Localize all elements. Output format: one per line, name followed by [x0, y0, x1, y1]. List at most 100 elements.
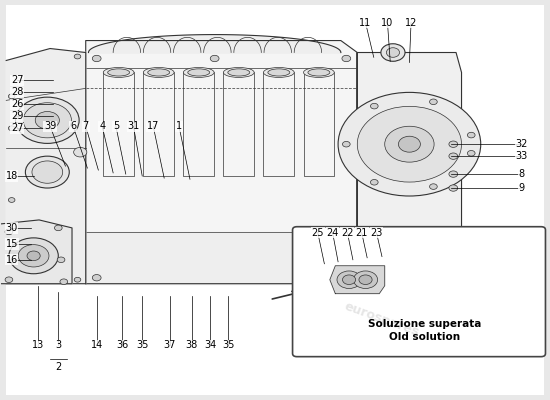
Polygon shape [358, 52, 461, 276]
Circle shape [27, 251, 40, 260]
Circle shape [343, 275, 356, 284]
Circle shape [54, 225, 62, 231]
Text: 36: 36 [117, 340, 129, 350]
Text: 37: 37 [163, 340, 176, 350]
Text: 15: 15 [6, 239, 18, 249]
Text: 5: 5 [113, 121, 119, 131]
Circle shape [449, 171, 458, 177]
Circle shape [8, 198, 15, 202]
Text: 26: 26 [11, 99, 23, 109]
Text: 6: 6 [70, 121, 76, 131]
Circle shape [430, 184, 437, 189]
Text: 21: 21 [355, 228, 368, 238]
Circle shape [18, 245, 49, 267]
Polygon shape [86, 40, 358, 284]
Text: eurospares: eurospares [328, 204, 441, 260]
Text: Old solution: Old solution [389, 332, 460, 342]
Ellipse shape [308, 69, 330, 76]
Circle shape [15, 97, 79, 143]
Text: 35: 35 [222, 340, 234, 350]
Circle shape [468, 132, 475, 138]
Ellipse shape [268, 69, 290, 76]
Circle shape [35, 112, 59, 129]
Circle shape [354, 271, 378, 288]
Circle shape [5, 277, 13, 282]
Text: 39: 39 [44, 121, 56, 131]
Circle shape [60, 279, 68, 284]
Circle shape [9, 238, 58, 274]
Ellipse shape [103, 68, 134, 78]
Text: 25: 25 [311, 228, 324, 238]
Text: eurospares: eurospares [343, 300, 421, 339]
Text: 34: 34 [204, 340, 216, 350]
Ellipse shape [228, 69, 250, 76]
Text: 4: 4 [99, 121, 105, 131]
Text: 2: 2 [55, 362, 62, 372]
Text: 10: 10 [381, 18, 394, 28]
Circle shape [381, 44, 405, 61]
Circle shape [32, 161, 63, 183]
Circle shape [342, 274, 351, 281]
Ellipse shape [108, 69, 130, 76]
Circle shape [430, 99, 437, 104]
Circle shape [386, 48, 399, 57]
Circle shape [8, 126, 15, 131]
Circle shape [337, 271, 361, 288]
Text: 22: 22 [341, 228, 354, 238]
Text: 24: 24 [326, 228, 339, 238]
Circle shape [23, 103, 72, 138]
Text: 13: 13 [32, 340, 44, 350]
Text: 12: 12 [405, 18, 417, 28]
Ellipse shape [304, 68, 334, 78]
Ellipse shape [188, 69, 210, 76]
Text: 28: 28 [11, 87, 23, 97]
Circle shape [210, 55, 219, 62]
Text: 14: 14 [91, 340, 103, 350]
Circle shape [449, 153, 458, 159]
Circle shape [74, 147, 87, 157]
Ellipse shape [148, 69, 169, 76]
Text: 27: 27 [11, 123, 24, 133]
Text: 8: 8 [519, 169, 525, 179]
Circle shape [371, 180, 378, 185]
Polygon shape [1, 220, 72, 284]
FancyBboxPatch shape [293, 227, 546, 357]
Polygon shape [86, 232, 358, 284]
Circle shape [8, 94, 15, 99]
Text: 35: 35 [136, 340, 148, 350]
Circle shape [449, 141, 458, 147]
Text: 16: 16 [6, 255, 18, 265]
Text: 31: 31 [128, 121, 140, 131]
Text: 30: 30 [6, 223, 18, 233]
Circle shape [74, 54, 81, 59]
FancyBboxPatch shape [6, 5, 544, 395]
Text: 29: 29 [11, 111, 23, 121]
Text: eurospares: eurospares [76, 122, 233, 198]
Circle shape [92, 274, 101, 281]
Circle shape [74, 277, 81, 282]
Text: 3: 3 [55, 340, 62, 350]
Circle shape [468, 150, 475, 156]
Polygon shape [330, 266, 384, 294]
Text: Soluzione superata: Soluzione superata [368, 318, 481, 328]
Circle shape [343, 142, 350, 147]
Ellipse shape [144, 68, 174, 78]
Circle shape [359, 275, 372, 284]
Circle shape [371, 103, 378, 109]
Text: 33: 33 [516, 151, 528, 161]
Circle shape [57, 257, 65, 262]
Circle shape [5, 229, 13, 235]
Circle shape [384, 126, 434, 162]
Circle shape [25, 156, 69, 188]
Text: 7: 7 [82, 121, 89, 131]
Text: 38: 38 [185, 340, 198, 350]
Text: 23: 23 [370, 228, 383, 238]
Ellipse shape [183, 68, 214, 78]
Circle shape [342, 55, 351, 62]
Text: 32: 32 [516, 139, 528, 149]
Ellipse shape [263, 68, 294, 78]
Circle shape [92, 55, 101, 62]
Ellipse shape [223, 68, 254, 78]
Text: 9: 9 [519, 183, 525, 193]
Text: 27: 27 [11, 76, 24, 86]
